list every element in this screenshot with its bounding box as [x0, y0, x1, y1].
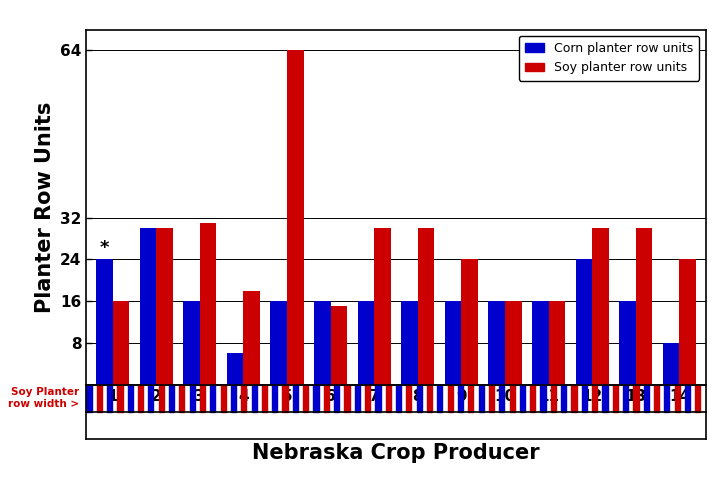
Text: Soy Planter
row width >: Soy Planter row width > — [8, 387, 79, 409]
Text: 30": 30" — [495, 420, 515, 430]
Bar — [374, 228, 391, 385]
Legend: Corn planter row units, Soy planter row units: Corn planter row units, Soy planter row … — [519, 36, 699, 80]
Bar — [183, 301, 199, 385]
Text: 15": 15" — [626, 420, 646, 430]
Text: 15": 15" — [364, 420, 384, 430]
Text: 10": 10" — [670, 420, 690, 430]
Bar — [549, 301, 565, 385]
Text: *: * — [99, 239, 109, 257]
Bar — [314, 301, 330, 385]
Bar — [358, 301, 374, 385]
Bar — [287, 50, 304, 385]
Bar — [271, 301, 287, 385]
Text: 10": 10" — [233, 420, 253, 430]
Text: 15": 15" — [190, 420, 210, 430]
Bar — [445, 301, 462, 385]
Text: 15": 15" — [408, 420, 428, 430]
Bar — [505, 301, 521, 385]
Bar — [330, 306, 347, 385]
Text: 7.5": 7.5" — [275, 420, 299, 430]
X-axis label: Nebraska Crop Producer: Nebraska Crop Producer — [252, 443, 540, 463]
Bar — [532, 301, 549, 385]
Text: 15": 15" — [451, 420, 472, 430]
Bar — [96, 259, 112, 385]
Bar — [663, 343, 680, 385]
Bar — [619, 301, 636, 385]
Bar — [680, 259, 696, 385]
Bar — [576, 259, 593, 385]
Bar — [243, 290, 260, 385]
Bar — [418, 228, 434, 385]
Bar — [488, 301, 505, 385]
Bar — [227, 353, 243, 385]
Bar — [401, 301, 418, 385]
Bar — [199, 223, 216, 385]
Text: 15": 15" — [582, 420, 602, 430]
Text: 15": 15" — [320, 420, 341, 430]
Bar — [156, 228, 173, 385]
Text: 15": 15" — [102, 420, 122, 430]
Text: 15": 15" — [146, 420, 166, 430]
Bar — [112, 301, 129, 385]
Bar — [593, 228, 609, 385]
Text: 30": 30" — [539, 420, 559, 430]
Bar — [140, 228, 156, 385]
Bar — [462, 259, 478, 385]
Bar — [636, 228, 652, 385]
Y-axis label: Planter Row Units: Planter Row Units — [35, 102, 55, 313]
